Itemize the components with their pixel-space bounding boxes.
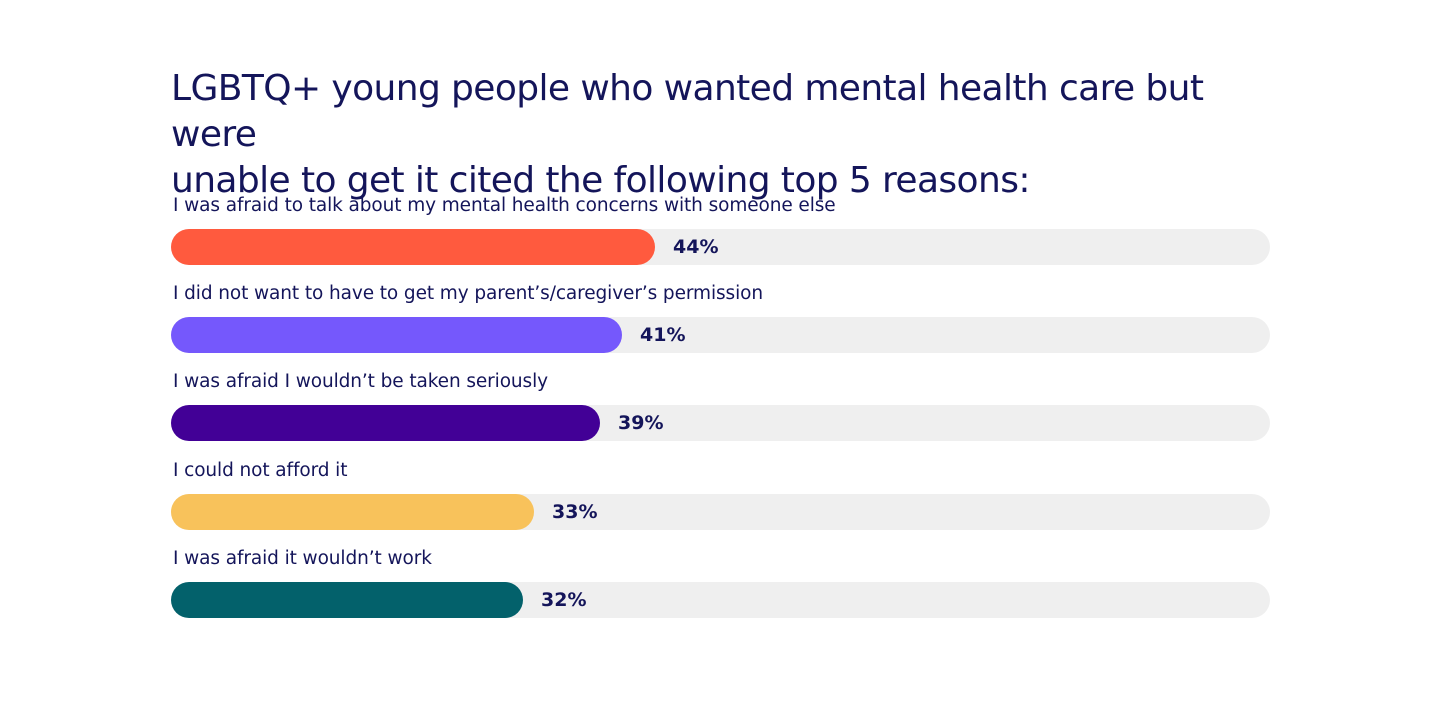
bar-track: 32% [171,581,1270,618]
bar [171,581,523,618]
bar-value-label: 32% [541,588,587,611]
bar-value-label: 41% [640,324,686,347]
bar-row: I could not afford it 33% [171,455,1270,543]
bar-track: 44% [171,229,1270,265]
bar [171,229,655,265]
bar-row: I was afraid it wouldn’t work 32% [171,543,1270,631]
bar-track: 39% [171,405,1270,442]
bar-category-label: I did not want to have to get my parent’… [173,283,763,305]
bar-value-label: 44% [673,236,719,258]
bar-category-label: I could not afford it [173,459,348,481]
bar [171,493,534,530]
bar-value-label: 33% [552,500,598,523]
bar-row: I was afraid to talk about my mental hea… [171,190,1270,278]
bar-category-label: I was afraid to talk about my mental hea… [173,195,836,216]
chart-title: LGBTQ+ young people who wanted mental he… [171,66,1291,204]
bar-row: I was afraid I wouldn’t be taken serious… [171,366,1270,454]
bar-chart: I was afraid to talk about my mental hea… [171,190,1270,631]
chart-title-line-2: unable to get it cited the following top… [171,160,1030,201]
bar-category-label: I was afraid it wouldn’t work [173,547,432,569]
bar-value-label: 39% [618,412,664,435]
bar [171,405,600,442]
bar-track: 41% [171,317,1270,354]
bar-track: 33% [171,493,1270,530]
bar-row: I did not want to have to get my parent’… [171,278,1270,366]
bar [171,317,622,354]
bar-category-label: I was afraid I wouldn’t be taken serious… [173,371,548,393]
chart-title-line-1: LGBTQ+ young people who wanted mental he… [171,68,1204,155]
